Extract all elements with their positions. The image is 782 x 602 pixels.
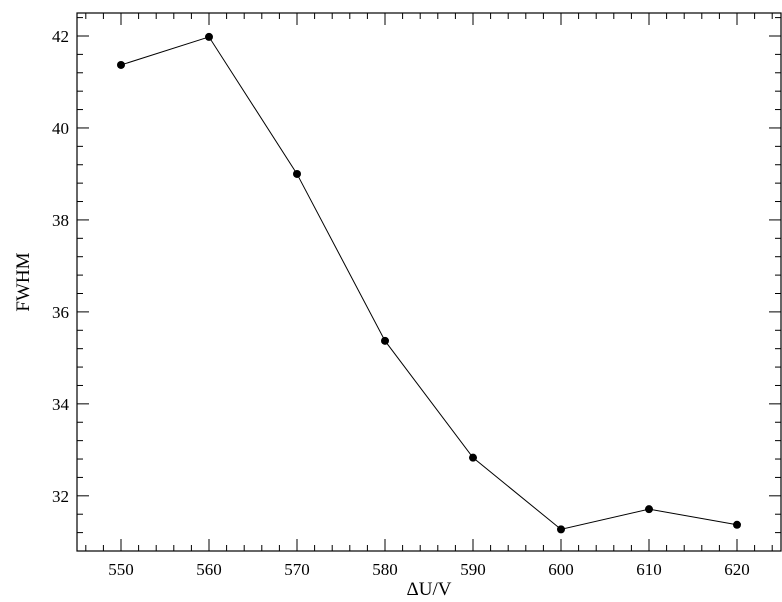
x-tick-label-6: 610	[636, 560, 662, 579]
data-point-7	[733, 520, 741, 529]
x-axis-ticks: 550 560 570 580 590 600 610 620	[85, 13, 773, 579]
series-line	[120, 36, 738, 530]
data-points	[117, 32, 741, 534]
x-tick-label-7: 620	[724, 560, 750, 579]
y-tick-label-5: 42	[52, 27, 69, 46]
y-tick-label-1: 34	[52, 395, 70, 414]
y-axis-label: FWHM	[13, 252, 34, 311]
data-point-0	[117, 60, 125, 69]
data-point-3	[381, 336, 389, 345]
y-tick-label-3: 38	[52, 211, 69, 230]
plot-frame	[76, 12, 782, 552]
x-tick-label-5: 600	[548, 560, 574, 579]
data-point-4	[469, 453, 477, 462]
data-point-5	[557, 525, 565, 534]
x-tick-label-3: 580	[372, 560, 398, 579]
y-tick-label-2: 36	[52, 303, 69, 322]
data-point-1	[205, 32, 213, 41]
data-point-6	[645, 505, 653, 514]
y-tick-label-4: 40	[52, 119, 69, 138]
x-tick-label-0: 550	[108, 560, 134, 579]
x-tick-label-1: 560	[196, 560, 222, 579]
y-tick-label-0: 32	[52, 487, 69, 506]
x-tick-label-2: 570	[284, 560, 310, 579]
x-tick-label-4: 590	[460, 560, 486, 579]
data-point-2	[293, 169, 301, 178]
x-axis-label: ΔU/V	[407, 579, 452, 600]
y-axis-ticks: 32 34 36 38 40 42	[52, 17, 781, 552]
